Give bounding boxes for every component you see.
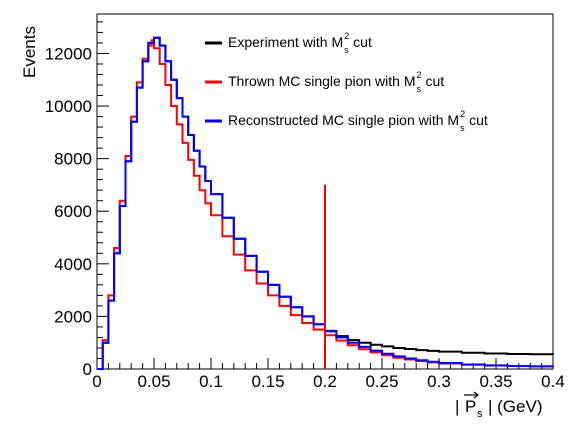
legend-label-sub: s: [417, 84, 422, 94]
legend-label-sub: s: [460, 123, 465, 133]
legend-label-sup: 2: [417, 70, 422, 80]
x-tick-label: 0.35: [479, 372, 512, 391]
y-tick-label: 8000: [54, 150, 92, 169]
y-tick-label: 2000: [54, 307, 92, 326]
x-tick-label: 0.1: [199, 372, 223, 391]
y-tick-label: 6000: [54, 202, 92, 221]
legend-label-suffix: cut: [426, 73, 445, 89]
x-axis-title-var: P: [465, 397, 476, 416]
y-tick-label: 10000: [45, 97, 92, 116]
x-tick-label: 0.05: [137, 372, 170, 391]
y-tick-label: 4000: [54, 255, 92, 274]
x-tick-label: 0.25: [365, 372, 398, 391]
y-axis-title: Events: [20, 26, 39, 78]
legend-label-sub: s: [344, 45, 349, 55]
legend-label-suffix: cut: [353, 34, 372, 50]
y-ticks: 0 2000 4000 6000 8000 10000 12000: [45, 21, 109, 379]
legend-label-sup: 2: [460, 109, 465, 119]
legend-label: Experiment with M: [228, 34, 343, 50]
x-tick-label: 0.4: [541, 372, 565, 391]
x-tick-label: 0.3: [427, 372, 451, 391]
y-tick-label: 12000: [45, 44, 92, 63]
x-tick-label: 0.2: [313, 372, 337, 391]
legend-label: Reconstructed MC single pion with M: [228, 112, 459, 128]
series-layer: [97, 36, 554, 370]
x-ticks: 0 0.05 0.1 0.15 0.2 0.25 0.3 0.35 0.4: [92, 358, 565, 391]
legend-label: Thrown MC single pion with M: [228, 73, 416, 89]
x-axis-title-prefix: |: [455, 397, 459, 416]
series-line: [97, 36, 554, 370]
y-tick-label: 0: [83, 360, 92, 379]
legend-label-suffix: cut: [469, 112, 488, 128]
x-tick-label: 0.15: [251, 372, 284, 391]
x-axis-title-suffix: | (GeV): [488, 397, 542, 416]
x-tick-label: 0: [92, 372, 101, 391]
x-axis-title-sub: s: [477, 408, 483, 420]
x-axis-title-arrowhead: [473, 391, 479, 399]
x-axis-title: | P s | (GeV): [455, 391, 542, 420]
legend-label-sup: 2: [344, 31, 349, 41]
